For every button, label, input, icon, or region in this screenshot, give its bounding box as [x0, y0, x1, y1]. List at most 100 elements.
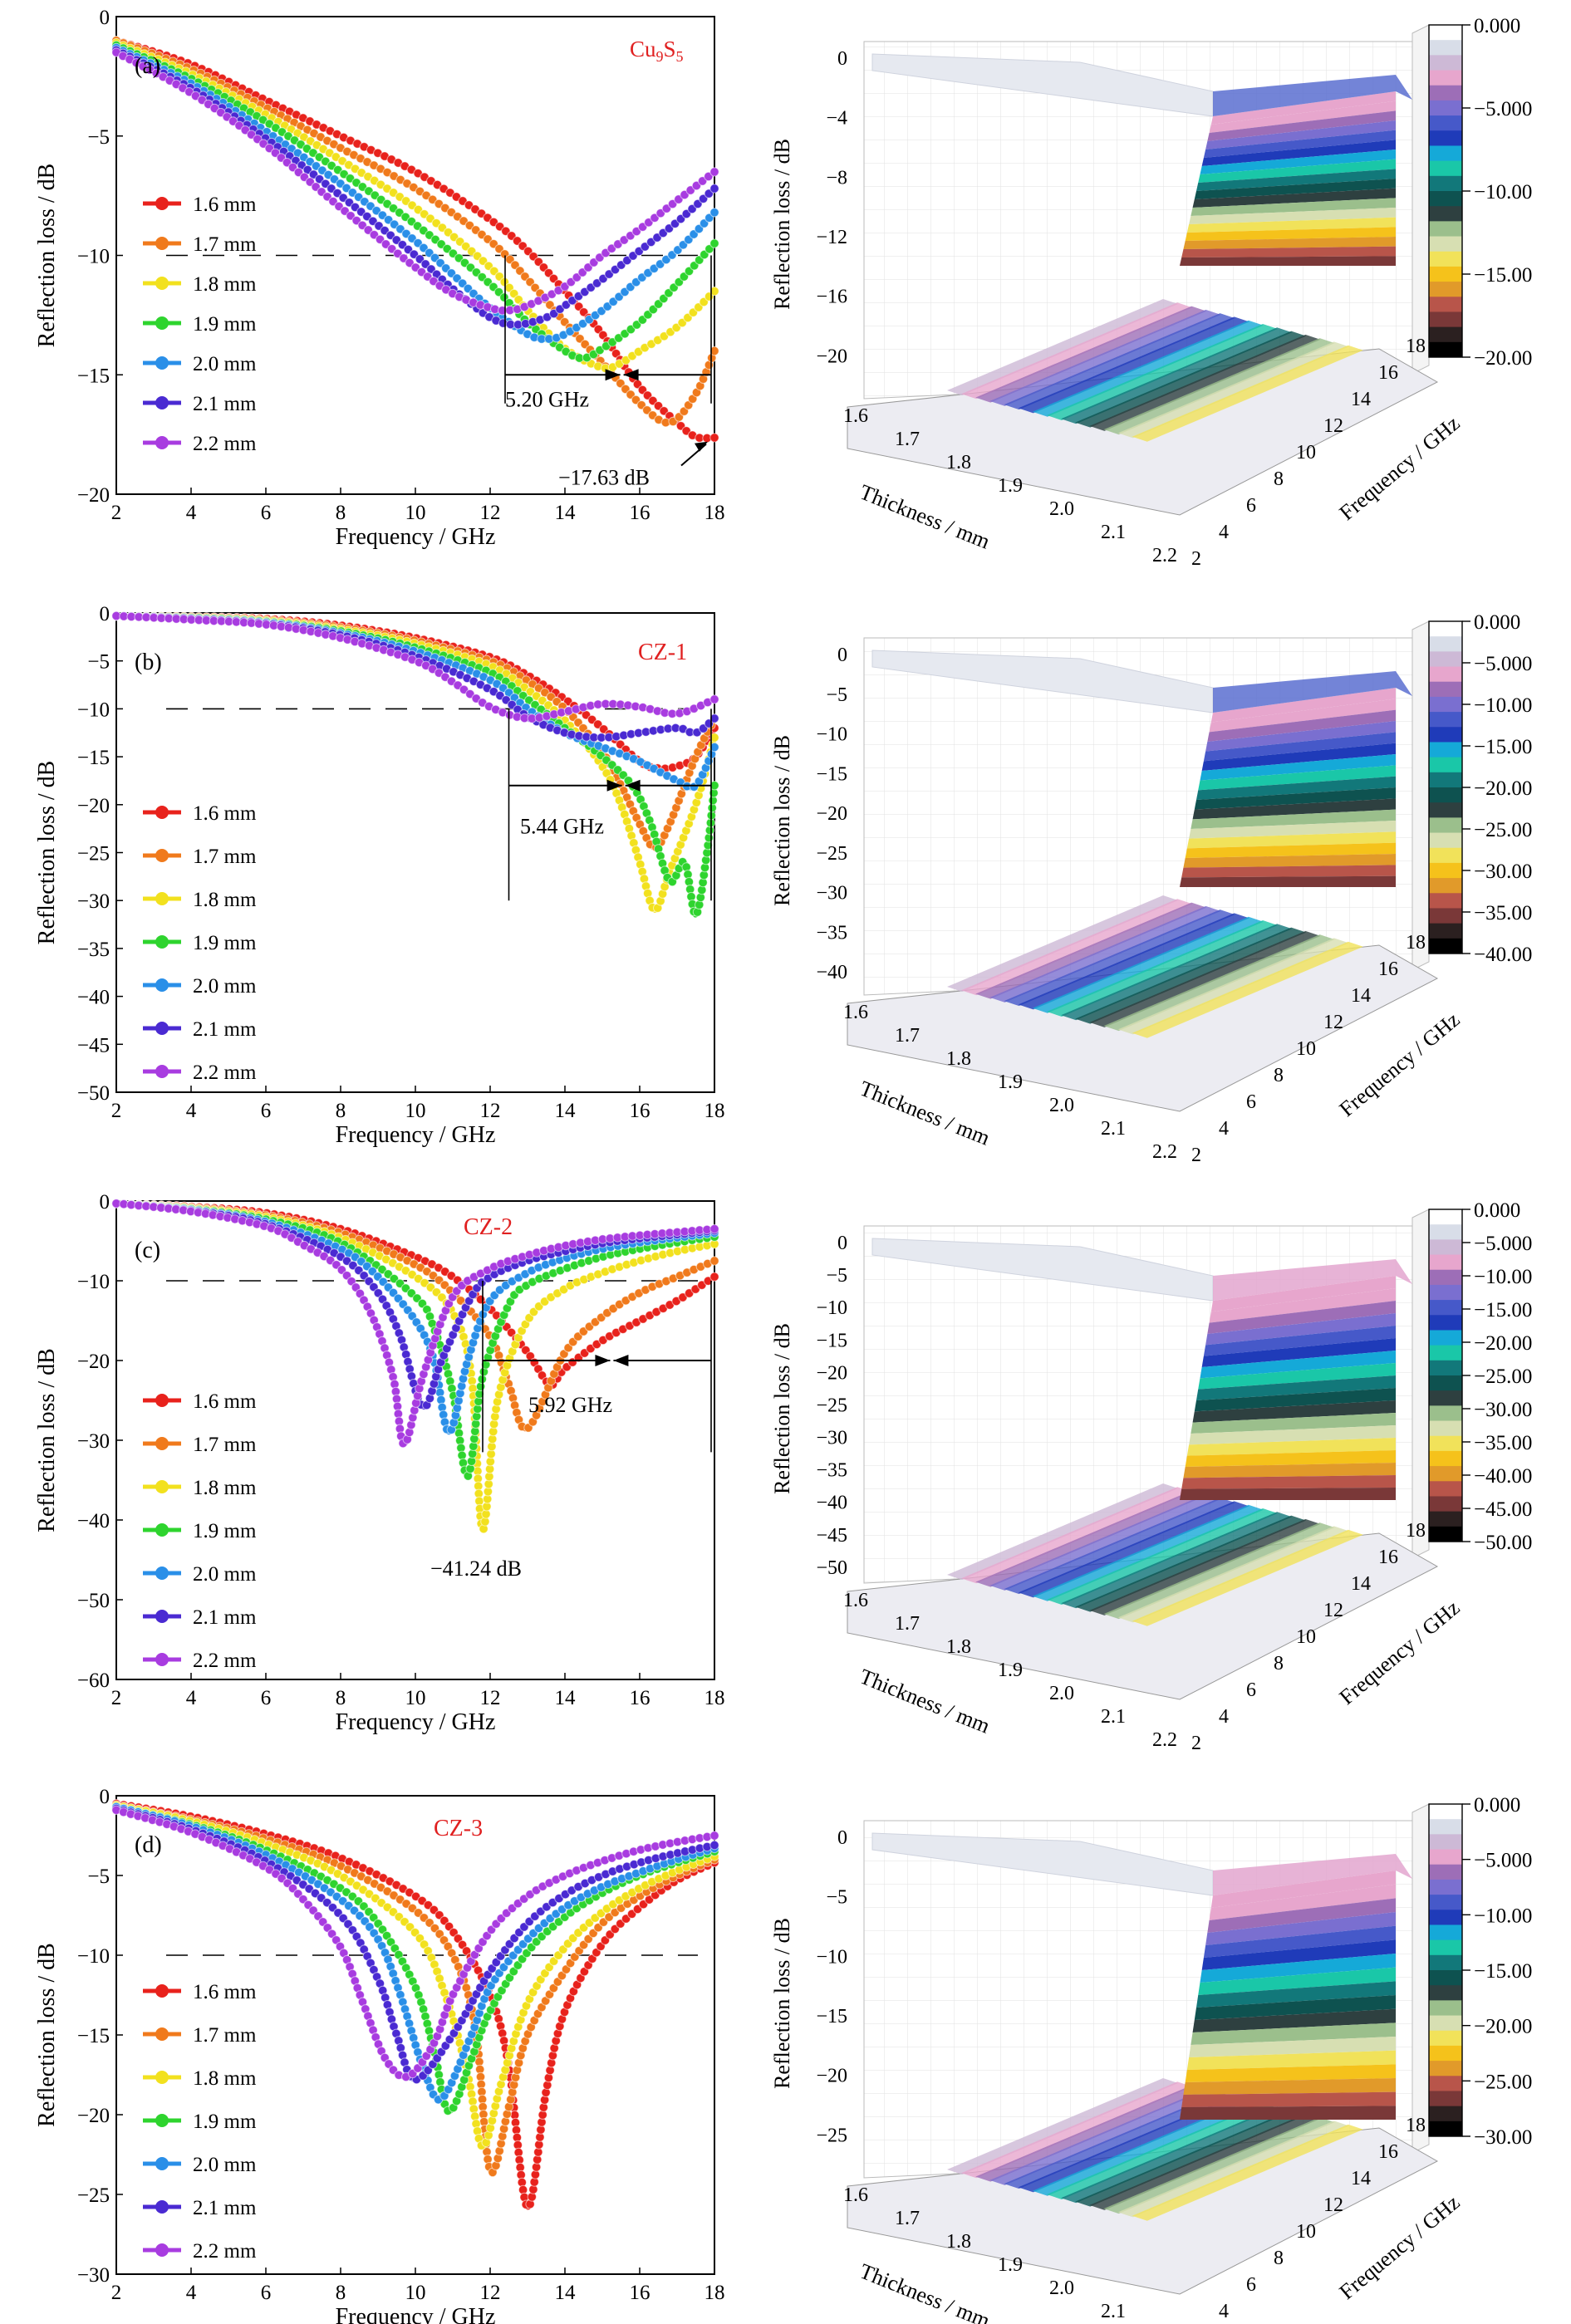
side-wall: [1411, 1803, 1430, 2154]
legend-entry: 1.6 mm: [193, 1981, 257, 2003]
colorbar-segment: [1429, 1405, 1462, 1422]
colorbar-segment: [1429, 1466, 1462, 1482]
colorbar-segment: [1429, 817, 1462, 834]
surface-thickness-tick-label: 2.2: [1152, 1141, 1177, 1163]
surface-frequency-tick-label: 10: [1296, 1038, 1316, 1060]
series-marker: [709, 1831, 719, 1841]
surface-thickness-label: Thickness / mm: [857, 1665, 994, 1738]
sample-label-part: S: [664, 37, 676, 61]
y-tick-label: −10: [77, 246, 110, 268]
surface-z-tick-label: −5: [826, 684, 847, 706]
legend-swatch-marker: [155, 2027, 169, 2041]
x-tick-label: 6: [261, 502, 272, 524]
colorbar-segment: [1429, 681, 1462, 698]
surface-z-tick-label: −50: [816, 1557, 847, 1579]
colorbar-segment: [1429, 636, 1462, 652]
colorbar-tick-label: −15.00: [1474, 1960, 1532, 1983]
y-tick-label: −30: [77, 1430, 110, 1453]
series-marker: [709, 184, 719, 194]
surface-band: [1180, 1488, 1396, 1500]
surface-z-tick-label: −30: [816, 883, 847, 905]
colorbar-segment: [1429, 727, 1462, 743]
colorbar-tick-label: 0.000: [1474, 611, 1520, 634]
surface-frequency-tick-label: 16: [1378, 959, 1398, 980]
colorbar-segment: [1429, 1879, 1462, 1895]
surface-z-tick-label: −8: [826, 167, 847, 189]
y-tick-label: −5: [87, 126, 110, 149]
y-tick-label: −5: [87, 651, 110, 674]
surface-frequency-tick-label: 4: [1219, 2301, 1229, 2322]
surface-z-tick-label: −5: [826, 1887, 847, 1909]
legend-swatch-marker: [155, 2200, 169, 2214]
x-tick-label: 18: [704, 1100, 725, 1122]
colorbar: 0.000 −5.000 −10.00 −15.00 −20.00 −25.00 −30.0…: [1428, 1794, 1532, 2149]
colorbar: 0.000 −5.000 −10.00 −15.00 −20.00: [1428, 15, 1532, 370]
surface-frequency-tick-label: 14: [1351, 2168, 1371, 2189]
colorbar-segment: [1429, 1985, 1462, 2001]
legend-swatch-marker: [155, 436, 169, 449]
surface-thickness-tick-label: 2.2: [1152, 1729, 1177, 1751]
colorbar-segment: [1429, 1496, 1462, 1513]
surface-thickness-tick-label: 1.8: [946, 2231, 971, 2253]
colorbar-tick-label: −25.00: [1474, 819, 1532, 841]
legend-swatch-marker: [155, 1610, 169, 1623]
surface-frequency-label: Frequency / GHz: [1335, 411, 1465, 525]
legend-entry: 1.7 mm: [193, 846, 257, 868]
legend-swatch-marker: [155, 2071, 169, 2084]
colorbar-tick-label: 0.000: [1474, 1199, 1520, 1222]
legend-swatch-marker: [155, 892, 169, 905]
colorbar-segment: [1429, 1819, 1462, 1835]
surface-thickness-tick-label: 2.0: [1049, 1095, 1074, 1116]
colorbar-segment: [1429, 282, 1462, 297]
colorbar-segment: [1429, 1954, 1462, 1971]
surface-band: [1180, 875, 1396, 887]
series-marker: [709, 346, 719, 356]
x-tick-label: 6: [261, 2282, 272, 2304]
panel-label: (a): [135, 53, 160, 79]
surface-thickness-tick-label: 1.9: [998, 2254, 1023, 2276]
y-tick-label: −15: [77, 2025, 110, 2047]
side-wall: [1411, 620, 1430, 971]
colorbar-segment: [1429, 160, 1462, 177]
legend-swatch-marker: [155, 316, 169, 330]
colorbar-segment: [1429, 1864, 1462, 1880]
y-tick-label: 0: [100, 1191, 110, 1213]
surface-frequency-tick-label: 8: [1274, 1653, 1284, 1674]
surface-z-tick-label: −12: [816, 227, 847, 248]
colorbar-segment: [1429, 40, 1462, 56]
legend-swatch-marker: [155, 1480, 169, 1493]
surface-frequency-tick-label: 6: [1246, 1679, 1256, 1701]
y-axis-label: Reflection loss / dB: [34, 1348, 60, 1532]
x-tick-label: 8: [336, 1687, 346, 1709]
colorbar-segment: [1429, 938, 1462, 954]
legend-swatch-marker: [155, 1523, 169, 1537]
surface-z-tick-label: −20: [816, 346, 847, 367]
series-markers: [111, 47, 719, 316]
floor-contour-band: [1075, 331, 1307, 428]
surface-z-tick-label: −10: [816, 1946, 847, 1968]
colorbar-segment: [1429, 311, 1462, 328]
colorbar-segment: [1429, 1315, 1462, 1331]
y-tick-label: −35: [77, 939, 110, 961]
colorbar-segment: [1429, 115, 1462, 131]
surface-z-tick-label: −15: [816, 1330, 847, 1351]
legend-entry: 2.0 mm: [193, 2154, 257, 2176]
bandwidth-arrowhead: [595, 1355, 611, 1366]
legend-swatch-marker: [155, 396, 169, 409]
side-wall: [1411, 1209, 1430, 1559]
y-tick-label: −10: [77, 699, 110, 721]
colorbar-tick-label: −10.00: [1474, 1905, 1532, 1927]
colorbar-segment: [1429, 1910, 1462, 1925]
legend-swatch-marker: [155, 197, 169, 210]
series-marker: [709, 238, 719, 248]
floor-contour-band: [1032, 320, 1264, 417]
x-tick-label: 2: [111, 502, 122, 524]
legend-swatch-marker: [155, 1566, 169, 1580]
surface-plot-3d: Reflection loss / dB Thickness / mm Freque…: [770, 1209, 1464, 1754]
legend-swatch-marker: [155, 356, 169, 370]
series-markers: [111, 610, 719, 743]
x-tick-label: 2: [111, 2282, 122, 2304]
surface-band: [1189, 208, 1396, 224]
y-tick-label: −10: [77, 1271, 110, 1293]
